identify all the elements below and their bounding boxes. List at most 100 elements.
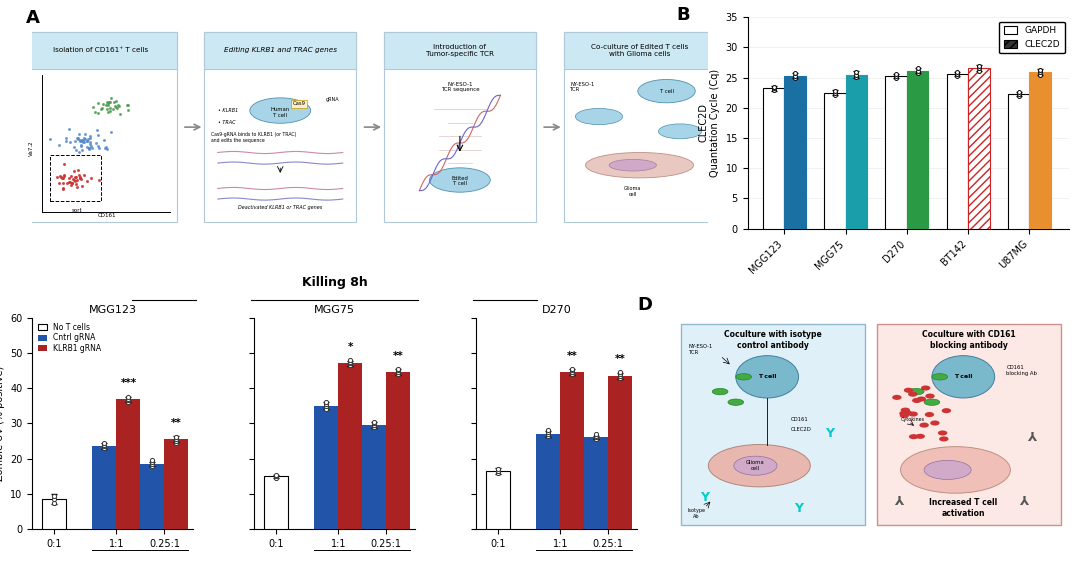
Point [65,175,82,184]
Point [119,100,136,109]
Circle shape [919,423,929,428]
Circle shape [926,394,934,399]
FancyBboxPatch shape [204,32,356,69]
Bar [1029,72,1051,229]
Point [82,133,99,142]
Text: NY-ESO-1
TCR: NY-ESO-1 TCR [570,81,595,92]
Circle shape [916,434,924,439]
Point [97,100,114,109]
Circle shape [901,407,910,413]
Point [95,136,112,145]
Point [94,104,111,113]
Point [103,127,120,137]
Point [50,140,67,149]
Point [55,171,72,180]
Text: • KLRB1: • KLRB1 [218,108,238,113]
Text: **: ** [393,351,404,361]
Text: Y: Y [700,491,708,504]
Text: sort: sort [72,208,83,212]
Point [106,102,123,111]
Bar [1008,94,1029,229]
Bar [907,71,929,229]
Point [67,173,84,182]
Point [477,522,490,529]
Point [63,180,80,189]
Point [72,175,90,184]
Point [102,98,119,107]
Text: Glioma
cell: Glioma cell [746,460,765,471]
Point [72,137,90,146]
Point [91,175,108,184]
Point [69,166,86,175]
Point [54,173,71,182]
Point [95,100,112,109]
Bar [93,446,117,529]
Text: Co-culture of Edited T cells
with Glioma cells: Co-culture of Edited T cells with Glioma… [591,44,688,57]
Point [97,143,114,152]
Ellipse shape [585,152,693,178]
Point [75,136,92,145]
Point [53,174,70,183]
Point [301,522,314,529]
Point [78,137,95,146]
Text: **: ** [171,418,181,427]
Point [87,138,105,147]
Point [66,175,83,184]
Text: NY-ESO-1
TCR sequence: NY-ESO-1 TCR sequence [441,81,480,92]
Bar [608,376,632,529]
Point [78,136,95,145]
Point [90,130,107,139]
Point [41,134,58,143]
Point [81,139,98,148]
Ellipse shape [735,374,752,380]
Text: Cytokines: Cytokines [901,417,924,422]
Bar [363,425,387,529]
Ellipse shape [249,98,311,123]
Text: *: * [348,342,353,352]
Point [55,183,72,192]
Point [81,144,98,153]
Point [66,142,83,151]
Bar [846,75,867,229]
Point [84,144,102,153]
Text: D: D [638,296,652,315]
Point [108,102,125,112]
Text: Y: Y [794,501,804,514]
Point [71,174,89,183]
Text: **: ** [567,351,578,361]
Point [70,171,87,180]
Point [55,171,72,180]
Text: Killing 8h: Killing 8h [302,276,367,289]
Point [79,135,96,144]
Point [80,145,97,154]
Point [103,93,120,102]
Text: Isolation of CD161⁺ T cells: Isolation of CD161⁺ T cells [53,47,148,53]
Point [73,136,91,145]
Ellipse shape [924,460,971,480]
Circle shape [930,420,940,426]
FancyBboxPatch shape [564,32,716,222]
Ellipse shape [659,124,702,139]
Ellipse shape [576,108,623,125]
Ellipse shape [728,399,744,405]
Text: Coculture with CD161
blocking antibody: Coculture with CD161 blocking antibody [922,330,1016,350]
Point [84,102,102,112]
Bar [164,439,188,529]
Point [70,135,87,144]
Text: gRNA: gRNA [326,97,339,102]
Point [52,172,69,181]
FancyBboxPatch shape [680,324,865,525]
Y-axis label: Zombie UV (% positive): Zombie UV (% positive) [0,366,4,481]
Point [98,145,116,154]
Point [99,107,117,116]
FancyBboxPatch shape [383,32,536,222]
Bar [265,476,288,529]
Point [67,173,84,182]
Circle shape [892,395,902,400]
Text: Edited
T cell: Edited T cell [451,176,469,187]
Text: Introduction of
Tumor-specific TCR: Introduction of Tumor-specific TCR [426,44,494,57]
Text: A: A [26,9,40,27]
Point [68,175,85,184]
Point [71,136,89,145]
Text: Y: Y [1022,491,1030,504]
